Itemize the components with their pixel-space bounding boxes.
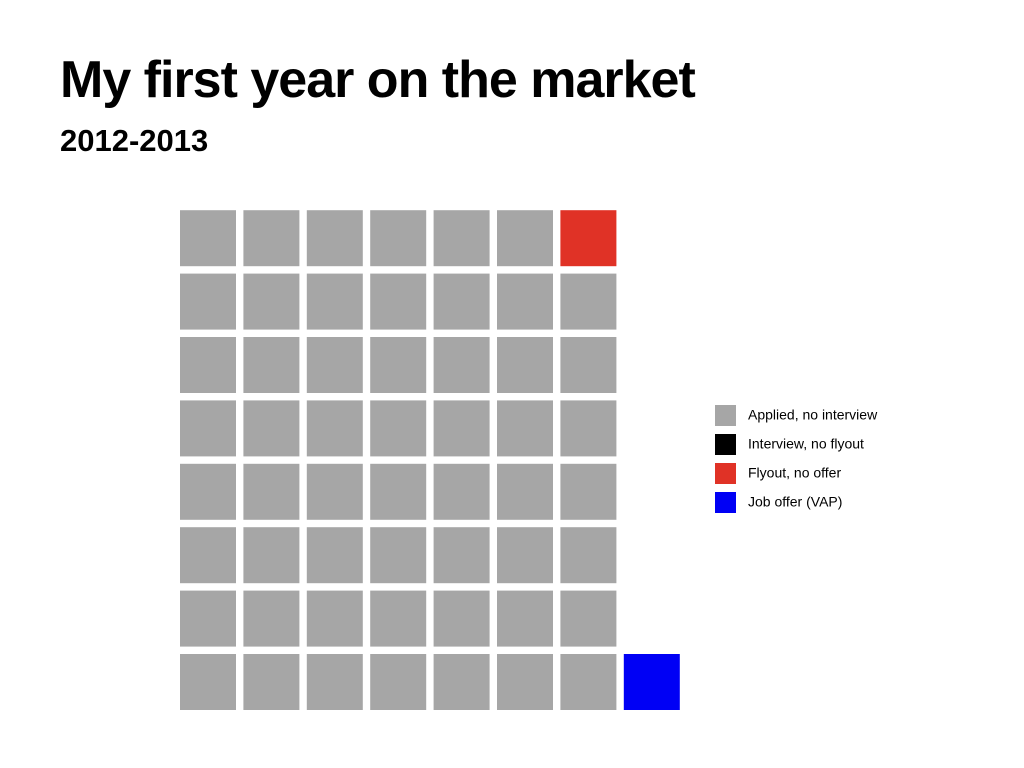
waffle-cell: [180, 463, 236, 520]
waffle-cell: [560, 210, 617, 267]
legend-label: Flyout, no offer: [748, 465, 841, 481]
waffle-cell: [243, 590, 300, 647]
waffle-cell: [180, 210, 236, 267]
waffle-cell: [243, 654, 300, 710]
waffle-cell: [180, 273, 236, 330]
waffle-cell: [306, 400, 363, 457]
waffle-cell: [243, 337, 300, 393]
waffle-cell: [497, 273, 553, 330]
waffle-cell: [306, 654, 363, 710]
legend-swatch: [715, 434, 736, 455]
waffle-cell: [306, 210, 363, 267]
waffle-cell: [433, 463, 490, 520]
chart-subtitle: 2012-2013: [60, 123, 208, 158]
waffle-cell: [306, 273, 363, 330]
waffle-cell: [433, 590, 490, 647]
waffle-cell: [623, 654, 680, 710]
legend-label: Applied, no interview: [748, 407, 878, 423]
waffle-cell: [306, 590, 363, 647]
waffle-cell: [497, 463, 553, 520]
legend-swatch: [715, 492, 736, 513]
waffle-cell: [370, 654, 427, 710]
waffle-cell: [497, 210, 553, 267]
waffle-cell: [560, 590, 617, 647]
waffle-cell: [180, 527, 236, 584]
waffle-cell: [306, 337, 363, 393]
waffle-cell: [306, 463, 363, 520]
waffle-cell: [370, 210, 427, 267]
waffle-cell: [560, 463, 617, 520]
waffle-cell: [370, 590, 427, 647]
waffle-cell: [243, 400, 300, 457]
legend-label: Interview, no flyout: [748, 436, 864, 452]
waffle-cell: [180, 400, 236, 457]
waffle-cell: [560, 400, 617, 457]
waffle-cell: [433, 337, 490, 393]
waffle-cell: [370, 337, 427, 393]
waffle-cell: [243, 210, 300, 267]
waffle-cell: [370, 273, 427, 330]
waffle-cell: [370, 527, 427, 584]
waffle-cell: [180, 590, 236, 647]
waffle-cell: [243, 463, 300, 520]
waffle-cell: [560, 337, 617, 393]
waffle-cell: [433, 400, 490, 457]
waffle-cell: [497, 654, 553, 710]
waffle-cell: [243, 273, 300, 330]
waffle-cell: [497, 527, 553, 584]
waffle-cell: [497, 337, 553, 393]
waffle-cell: [497, 400, 553, 457]
waffle-cell: [560, 527, 617, 584]
waffle-cell: [560, 273, 617, 330]
waffle-cell: [243, 527, 300, 584]
waffle-cell: [306, 527, 363, 584]
chart-title: My first year on the market: [60, 51, 695, 109]
waffle-cell: [180, 654, 236, 710]
legend-swatch: [715, 405, 736, 426]
waffle-cell: [560, 654, 617, 710]
waffle-cell: [180, 337, 236, 393]
waffle-cell: [433, 273, 490, 330]
legend-swatch: [715, 463, 736, 484]
legend-label: Job offer (VAP): [748, 494, 842, 510]
waffle-cell: [433, 527, 490, 584]
waffle-cell: [433, 210, 490, 267]
waffle-cell: [370, 400, 427, 457]
waffle-cell: [370, 463, 427, 520]
waffle-cell: [497, 590, 553, 647]
waffle-cell: [433, 654, 490, 710]
